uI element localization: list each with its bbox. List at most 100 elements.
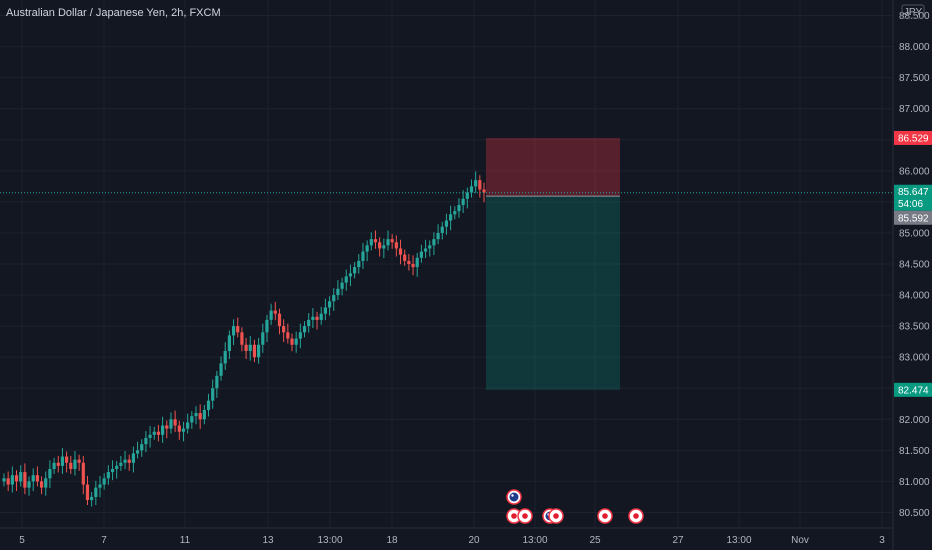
candle-body [231,326,236,336]
y-tick-label: 82.000 [899,415,930,426]
candle-body [190,416,194,423]
candle-body [290,338,294,345]
candle-body [298,332,302,339]
candle-body [39,481,44,488]
candle-body [332,295,336,302]
candle-body [323,307,327,314]
candle-body [386,239,390,246]
flag-jp-icon [553,513,559,519]
candle-body [219,363,223,376]
candle-body [169,419,173,429]
candle-body [194,413,198,417]
candle-body [140,444,144,451]
candle-body [131,453,135,463]
x-tick-label: 27 [672,535,684,546]
target-price-tag: 82.474 [898,385,929,396]
candle-body [361,251,365,261]
candle-body [48,468,52,479]
candle-body [161,425,165,435]
candle-body [449,214,453,221]
x-tick-label: 3 [879,535,885,546]
candle-body [144,437,148,445]
x-tick-label: 18 [386,535,398,546]
candle-body [373,239,378,243]
candle-body [261,332,265,345]
candle-body [227,335,231,351]
candle-body [211,388,215,401]
target-price-tag-bg [894,382,932,397]
candle-body [35,475,39,482]
candle-body [19,472,23,482]
flag-jp-icon [522,513,528,519]
candle-body [248,344,252,351]
candle-body [423,248,428,252]
candle-body [432,239,436,246]
entry-price-tag-bg [894,210,932,225]
x-tick-label: Nov [791,535,809,546]
candle-body [465,192,469,199]
candle-body [282,326,286,333]
candle-body [6,478,10,485]
candle-body [127,459,131,463]
candle-body [398,248,403,255]
candle-body [135,450,140,454]
candle-body [223,350,227,364]
candle-body [156,431,161,435]
y-tick-label: 88.000 [899,42,930,53]
flag-jp-icon [633,513,639,519]
candle-body [165,425,169,429]
candle-body [478,180,482,190]
candle-body [307,319,311,327]
candle-body [348,273,353,277]
candle-body [340,282,344,289]
x-tick-label: 13 [262,535,274,546]
candle-body [378,242,382,249]
x-tick-label: 13:00 [726,535,751,546]
candle-body [123,459,127,463]
candle-body [357,260,361,268]
candle-body [365,245,369,252]
currency-label: JPY [904,7,923,18]
candle-body [152,431,156,435]
y-tick-label: 84.500 [899,260,930,271]
candle-body [311,316,315,320]
y-tick-label: 80.500 [899,508,930,519]
y-tick-label: 86.000 [899,166,930,177]
candle-body [81,462,85,485]
flag-jp-icon [602,513,608,519]
y-tick-label: 81.500 [899,446,930,457]
candle-body [319,313,323,320]
candle-body [14,475,19,482]
x-tick-label: 7 [101,535,107,546]
stop-price-tag: 86.529 [898,133,929,144]
y-tick-label: 81.000 [899,477,930,488]
candle-body [110,468,115,473]
stop-price-tag-bg [894,130,932,145]
current-price-tag-bg [894,184,932,211]
candle-body [453,211,457,215]
candle-body [27,481,31,488]
candle-body [436,232,440,240]
candle-body [73,459,77,469]
y-tick-label: 85.000 [899,228,930,239]
candle-body [102,478,106,485]
candle-body [382,245,386,249]
y-tick-label: 83.500 [899,322,930,333]
candle-body [2,478,6,482]
candle-body [94,487,98,497]
candle-body [77,459,81,463]
candle-body [23,472,27,488]
candle-body [186,422,190,429]
candle-body [286,332,290,339]
candle-body [369,239,373,246]
candle-body [411,264,415,268]
candle-body [257,344,261,358]
current-price-tag: 85.647 [898,187,929,198]
candle-body [44,478,48,488]
countdown-tag: 54:06 [898,199,923,210]
candle-body [457,204,461,212]
candle-body [252,344,257,358]
